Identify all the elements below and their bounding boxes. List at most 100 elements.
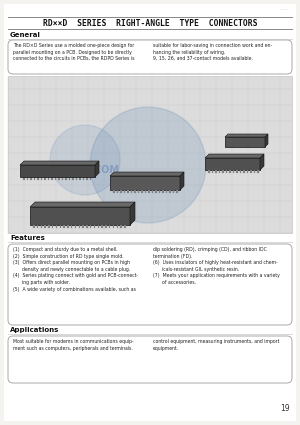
Polygon shape — [225, 134, 268, 137]
Polygon shape — [20, 161, 99, 165]
Bar — [48, 225, 50, 228]
Bar — [8, 76, 292, 233]
Text: RD××D  SERIES  RIGHT-ANGLE  TYPE  CONNECTORS: RD××D SERIES RIGHT-ANGLE TYPE CONNECTORS — [43, 19, 257, 28]
Bar — [37, 225, 38, 228]
Bar — [40, 225, 42, 228]
Bar — [225, 137, 265, 147]
Polygon shape — [260, 154, 264, 170]
Bar — [176, 190, 178, 193]
Bar — [116, 190, 118, 193]
Bar — [148, 190, 149, 193]
Bar — [117, 225, 118, 228]
Bar — [208, 170, 209, 173]
Bar — [162, 190, 164, 193]
Text: U: U — [140, 176, 156, 195]
FancyBboxPatch shape — [8, 40, 292, 74]
Bar — [250, 170, 251, 173]
Bar — [236, 170, 238, 173]
FancyBboxPatch shape — [8, 336, 292, 383]
Bar — [58, 177, 59, 180]
Text: The RD×D Series use a molded one-piece design for
parallel mounting on a PCB. De: The RD×D Series use a molded one-piece d… — [13, 43, 134, 61]
Bar — [215, 170, 217, 173]
Bar — [124, 225, 126, 228]
Text: 19: 19 — [280, 404, 290, 413]
Bar — [30, 207, 130, 225]
Bar — [113, 225, 114, 228]
Bar — [94, 225, 95, 228]
Bar — [20, 165, 95, 177]
Bar — [72, 177, 74, 180]
Bar — [26, 177, 28, 180]
Bar — [169, 190, 170, 193]
Bar — [40, 177, 42, 180]
Bar — [65, 177, 67, 180]
Bar — [60, 225, 61, 228]
Bar — [134, 190, 136, 193]
Bar — [120, 190, 122, 193]
Bar — [158, 190, 160, 193]
Bar — [86, 225, 88, 228]
Bar — [47, 177, 49, 180]
Bar — [37, 177, 38, 180]
Bar — [155, 190, 157, 193]
Bar — [247, 170, 248, 173]
Text: (1)  Compact and sturdy due to a metal shell.
(2)  Simple construction of RD typ: (1) Compact and sturdy due to a metal sh… — [13, 247, 138, 292]
Text: General: General — [10, 32, 41, 38]
Bar — [218, 170, 220, 173]
Bar — [76, 177, 77, 180]
Text: Applications: Applications — [10, 327, 59, 333]
Bar — [71, 225, 73, 228]
Bar — [239, 170, 241, 173]
Bar — [232, 170, 234, 173]
Bar — [243, 170, 244, 173]
Text: control equipment, measuring instruments, and import
equipment.: control equipment, measuring instruments… — [153, 339, 279, 351]
Bar — [254, 170, 255, 173]
Bar — [56, 225, 57, 228]
Bar — [68, 177, 70, 180]
FancyBboxPatch shape — [8, 244, 292, 325]
Text: Most suitable for modems in communications equip-
ment such as computers, periph: Most suitable for modems in communicatio… — [13, 339, 134, 351]
Polygon shape — [30, 202, 135, 207]
Bar — [120, 225, 122, 228]
Polygon shape — [205, 154, 264, 158]
Bar — [82, 177, 84, 180]
Bar — [67, 225, 69, 228]
Text: Features: Features — [10, 235, 45, 241]
Polygon shape — [130, 202, 135, 225]
Bar — [79, 177, 80, 180]
Bar — [105, 225, 107, 228]
Bar — [63, 225, 65, 228]
Bar — [51, 177, 52, 180]
Bar — [257, 170, 259, 173]
Circle shape — [90, 107, 206, 223]
Bar — [86, 177, 88, 180]
Bar — [89, 177, 91, 180]
Bar — [33, 225, 34, 228]
Bar — [145, 190, 146, 193]
Text: - - - -: - - - - — [280, 7, 288, 11]
Polygon shape — [95, 161, 99, 177]
Bar — [90, 225, 92, 228]
Bar — [55, 177, 56, 180]
Bar — [34, 177, 35, 180]
Bar — [23, 177, 25, 180]
Bar — [110, 176, 180, 190]
Polygon shape — [180, 172, 184, 190]
Bar — [98, 225, 99, 228]
Bar — [226, 170, 227, 173]
Bar — [205, 158, 260, 170]
Bar — [141, 190, 142, 193]
Text: suitable for labor-saving in connection work and en-
hancing the reliability of : suitable for labor-saving in connection … — [153, 43, 272, 61]
Bar — [109, 225, 110, 228]
Bar — [75, 225, 76, 228]
Bar — [222, 170, 224, 173]
Bar — [124, 190, 125, 193]
Bar — [172, 190, 174, 193]
Bar — [44, 177, 46, 180]
Text: ELCOM: ELCOM — [81, 165, 119, 175]
Bar — [166, 190, 167, 193]
Bar — [82, 225, 84, 228]
Text: dip soldering (RD), crimping (CD), and ribbon IDC
termination (FD).
(6)  Uses in: dip soldering (RD), crimping (CD), and r… — [153, 247, 280, 285]
Bar — [61, 177, 63, 180]
Bar — [130, 190, 132, 193]
